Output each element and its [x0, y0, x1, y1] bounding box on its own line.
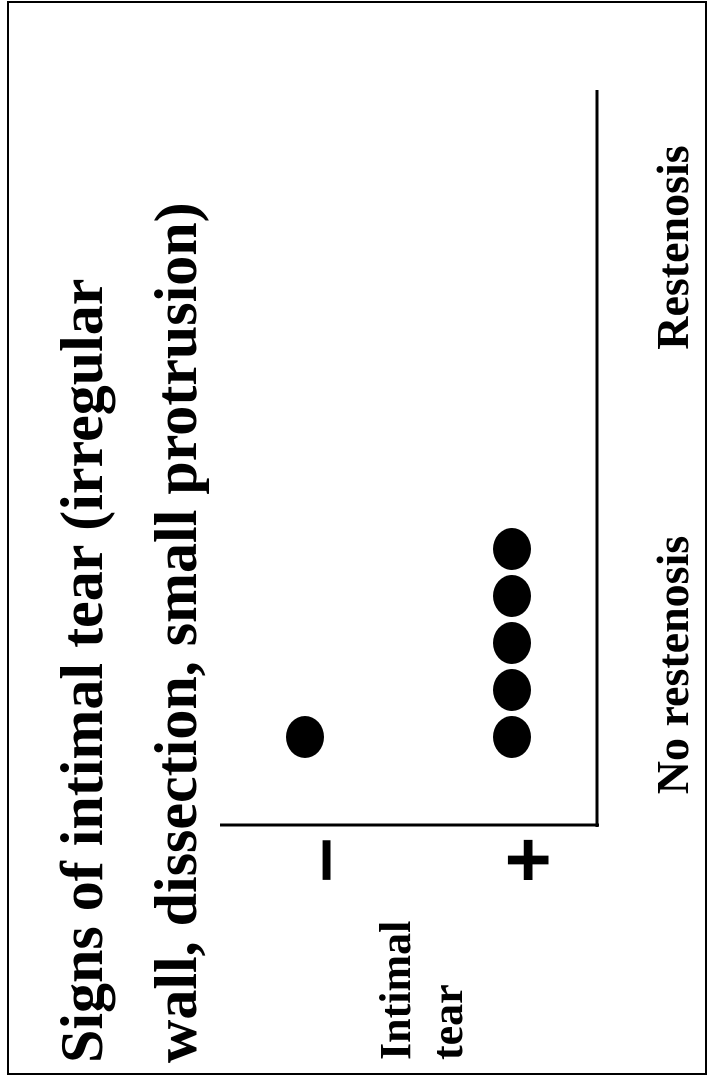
- y-tick-label: –: [276, 838, 365, 883]
- y-tick-label: +: [483, 837, 572, 884]
- dot: [493, 716, 531, 758]
- frame: [7, 1, 707, 1075]
- dot: [493, 622, 531, 664]
- dot: [286, 716, 324, 758]
- rotated-slide: Signs of intimal tear (irregular wall, d…: [49, 90, 698, 1063]
- y-axis-label: Intimal: [371, 921, 420, 1060]
- title-line: Signs of intimal tear (irregular: [49, 279, 115, 1063]
- x-tick-label: No restenosis: [647, 536, 698, 795]
- dot: [493, 528, 531, 570]
- dot: [493, 669, 531, 711]
- y-axis-label: tear: [423, 984, 472, 1060]
- dot: [493, 575, 531, 617]
- title-line: wall, dissection, small protrusion): [143, 202, 209, 1063]
- x-tick-label: Restenosis: [647, 145, 698, 349]
